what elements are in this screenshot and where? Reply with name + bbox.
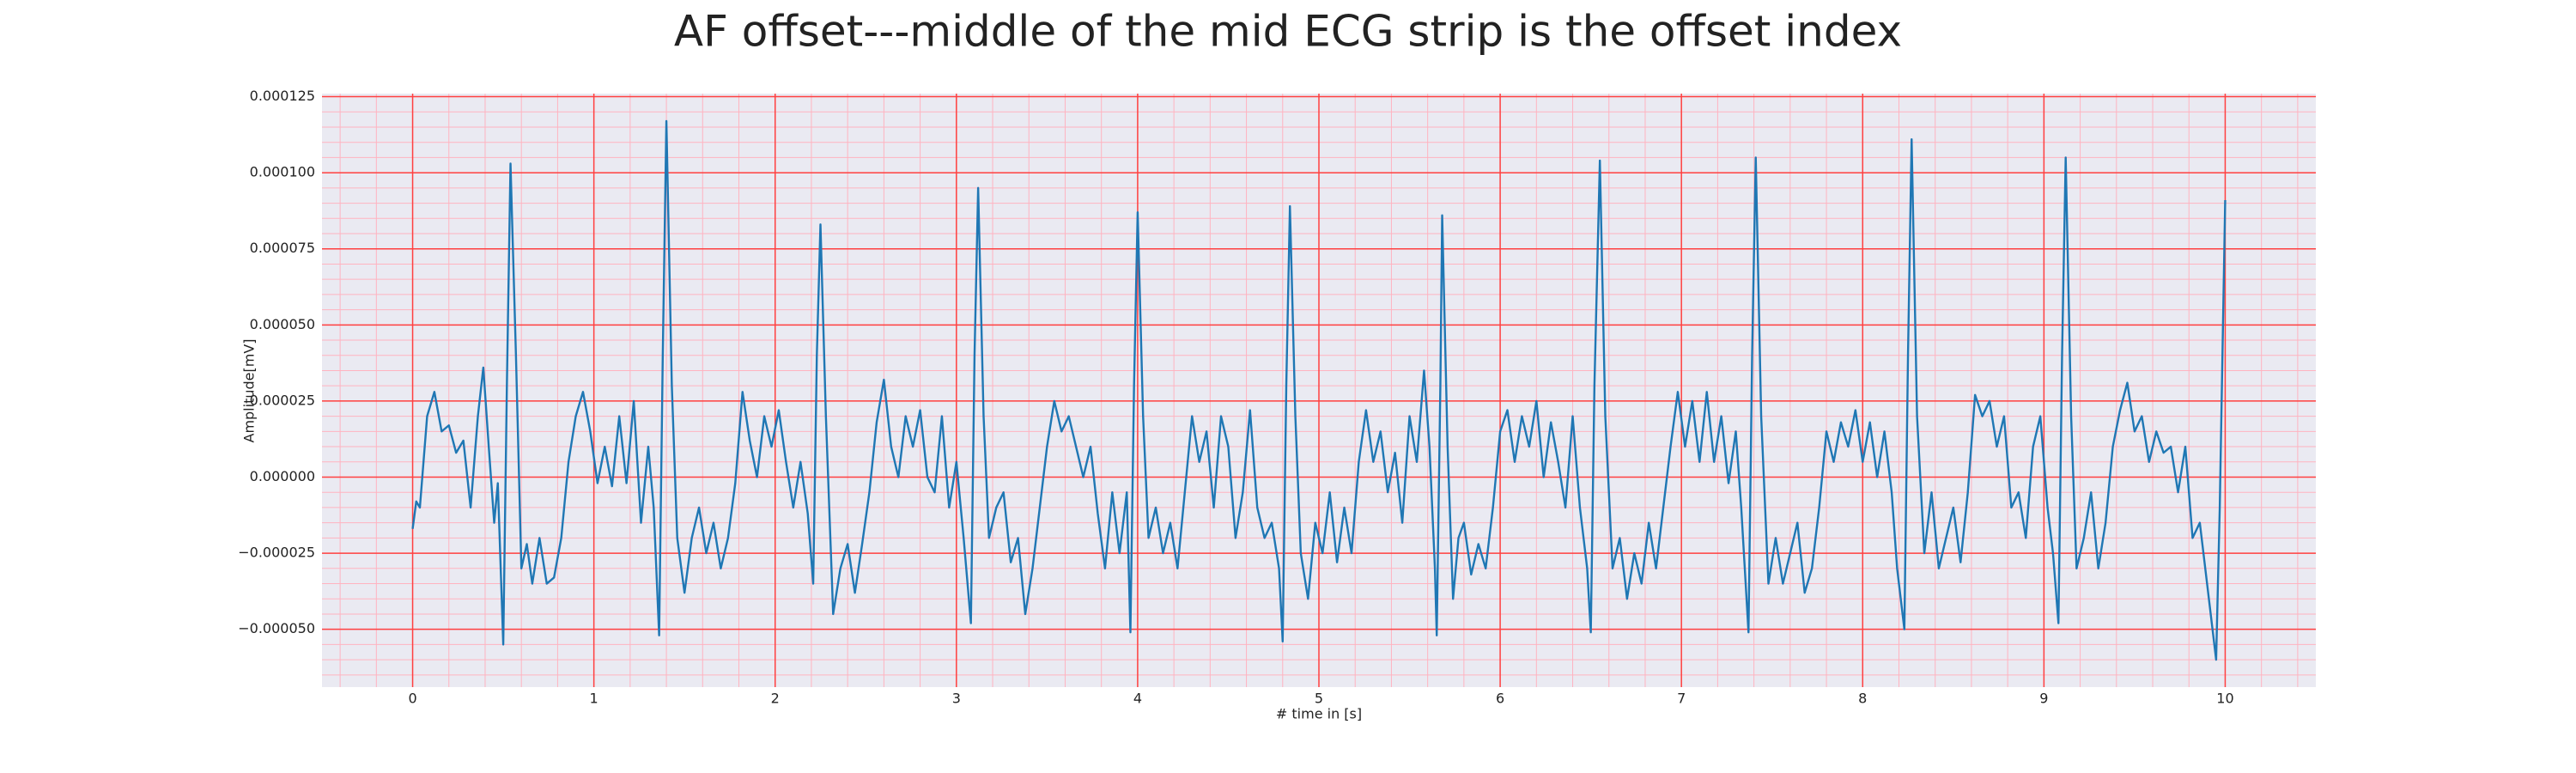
- y-tick-label: 0.000125: [250, 88, 315, 104]
- y-tick-label: 0.000025: [250, 392, 315, 408]
- x-tick-label: 7: [1677, 691, 1686, 707]
- x-tick-label: 5: [1315, 691, 1323, 707]
- y-axis-label: Amplitude[mV]: [241, 338, 258, 442]
- x-axis-label: # time in [s]: [1276, 706, 1362, 722]
- y-tick-label: 0.000000: [250, 468, 315, 484]
- x-tick-label: 10: [2216, 691, 2233, 707]
- y-tick-label: −0.000025: [238, 545, 315, 561]
- y-tick-label: 0.000050: [250, 316, 315, 332]
- x-tick-label: 3: [952, 691, 961, 707]
- ecg-line: [411, 119, 2227, 661]
- x-tick-label: 9: [2039, 691, 2048, 707]
- x-tick-label: 1: [590, 691, 598, 707]
- chart-title: AF offset---middle of the mid ECG strip …: [674, 7, 1902, 57]
- y-tick-label: 0.000075: [250, 240, 315, 256]
- y-tick-label: −0.000050: [238, 620, 315, 636]
- x-tick-label: 2: [771, 691, 780, 707]
- y-tick-label: 0.000100: [250, 164, 315, 180]
- x-tick-label: 0: [408, 691, 416, 707]
- x-tick-label: 8: [1858, 691, 1867, 707]
- x-tick-label: 4: [1133, 691, 1142, 707]
- x-tick-label: 6: [1496, 691, 1504, 707]
